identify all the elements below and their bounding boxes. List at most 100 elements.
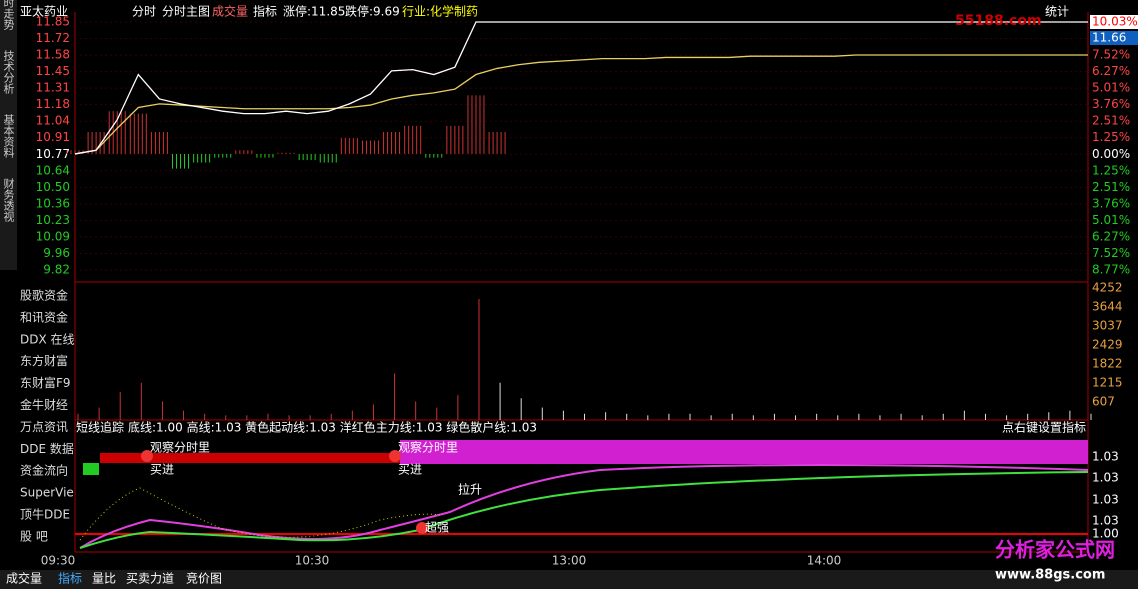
price-label: 11.85 — [36, 15, 70, 29]
side-tab[interactable]: 基本资料 — [2, 114, 15, 159]
indicator-label: 1.03 — [1092, 450, 1119, 464]
price-label: 10.23 — [36, 213, 70, 227]
price-label: 10.91 — [36, 130, 70, 144]
left-menu-item[interactable]: SuperVie — [20, 486, 74, 500]
time-label: 13:00 — [552, 554, 587, 568]
price-line — [74, 21, 1088, 155]
left-menu-item[interactable]: DDX 在线 — [20, 332, 75, 346]
indicator-hint: 点右键设置指标 — [1002, 420, 1086, 435]
left-menu-item[interactable]: 金牛财经 — [20, 397, 68, 412]
signal-strip — [83, 463, 99, 475]
start-line — [79, 487, 441, 541]
stats: 统计 — [1045, 5, 1069, 19]
header-item[interactable]: 分时主图 — [162, 5, 210, 19]
price-label: 10.36 — [36, 196, 70, 210]
left-menu-item[interactable]: 万点资讯 — [20, 420, 68, 434]
watermark: 分析家公式网 — [995, 538, 1115, 562]
price-label: 10.77 — [36, 147, 70, 161]
pct-label: 7.52% — [1092, 246, 1130, 260]
signal-strip — [100, 453, 400, 463]
header-item[interactable]: 指标 — [253, 4, 277, 19]
price-label: 11.31 — [36, 81, 70, 95]
indicator-note: 拉升 — [458, 482, 482, 497]
pct-label: 6.27% — [1092, 64, 1130, 78]
side-tab[interactable]: 技术分析 — [2, 50, 15, 95]
indicator-note: 买进 — [398, 463, 422, 477]
signal-icon — [141, 450, 153, 462]
price-label: 9.96 — [43, 246, 70, 260]
bottom-tab[interactable]: 买卖力道 — [126, 572, 174, 586]
indicator-label: 1.03 — [1092, 514, 1119, 528]
time-label: 10:30 — [295, 554, 330, 568]
pct-label: 5.01% — [1092, 213, 1130, 227]
signal-strip — [400, 440, 1088, 464]
indicator-label: 1.00 — [1092, 527, 1119, 541]
industry: 行业:化学制药 — [402, 4, 478, 19]
watermark: 55188.com — [955, 13, 1042, 29]
tab-bar — [0, 570, 1138, 589]
time-label: 09:30 — [41, 554, 76, 568]
price-label: 10.50 — [36, 180, 70, 194]
header-item[interactable]: 分时 — [132, 5, 156, 19]
volume-label: 3644 — [1092, 300, 1123, 314]
price-label: 11.72 — [36, 31, 70, 45]
volume-label: 3037 — [1092, 319, 1123, 333]
left-menu-item[interactable]: 和讯资金 — [20, 309, 68, 324]
price-label: 9.82 — [43, 263, 70, 277]
pct-label: 0.00% — [1092, 147, 1130, 161]
highlight — [1090, 15, 1138, 29]
price-label: 11.18 — [36, 97, 70, 111]
left-menu-item[interactable]: 资金流向 — [20, 463, 68, 478]
pct-label: 10.03% — [1092, 15, 1138, 29]
volume-label: 607 — [1092, 395, 1115, 409]
price-box — [1090, 31, 1138, 45]
price-label: 11.04 — [36, 114, 70, 128]
stock-name: 亚太药业 — [20, 4, 68, 19]
left-menu-item[interactable]: 东财富F9 — [20, 375, 71, 390]
bottom-tab[interactable]: 成交量 — [6, 571, 42, 586]
indicator-note: 超强 — [425, 520, 449, 535]
pct-label: 2.51% — [1092, 180, 1130, 194]
indicator-note: 买进 — [150, 463, 174, 477]
signal-icon — [389, 450, 401, 462]
volume-label: 1215 — [1092, 376, 1123, 390]
side-tab[interactable]: 分时走势 — [2, 0, 15, 30]
pct-label: 3.76% — [1092, 97, 1130, 111]
pct-label: 2.51% — [1092, 114, 1130, 128]
pct-label: 8.77% — [1092, 263, 1130, 277]
watermark: www.88gs.com — [995, 568, 1105, 583]
volume-label: 4252 — [1092, 281, 1123, 295]
indicator-label: 1.03 — [1092, 493, 1119, 507]
pct-label: 1.25% — [1092, 163, 1130, 177]
time-label: 14:00 — [807, 554, 842, 568]
pct-label: 6.27% — [1092, 229, 1130, 243]
left-menu-item[interactable]: 东方财富 — [20, 353, 68, 368]
volume-label: 1822 — [1092, 357, 1123, 371]
volume-label: 2429 — [1092, 338, 1123, 352]
indicator-label: 1.03 — [1092, 471, 1119, 485]
header-item[interactable]: 成交量 — [212, 4, 248, 19]
limit-up: 涨停:11.85 — [283, 4, 345, 19]
price-label: 10.09 — [36, 229, 70, 243]
price-label: 10.64 — [36, 163, 70, 177]
average-line — [74, 54, 1088, 155]
left-menu-item[interactable]: DDE 数据 — [20, 441, 74, 456]
indicator-note: 观察分时里 — [150, 441, 210, 455]
bottom-tab[interactable]: 竞价图 — [186, 572, 222, 586]
bottom-tab[interactable]: 指标 — [58, 571, 82, 586]
bottom-tab[interactable]: 量比 — [92, 572, 116, 586]
main-force-line — [79, 464, 1089, 549]
indicator-note: 观察分时里 — [398, 441, 458, 455]
price-label: 11.45 — [36, 64, 70, 78]
limit-down: 跌停:9.69 — [345, 4, 400, 19]
side-strip — [0, 0, 17, 270]
side-tab[interactable]: 财务透视 — [2, 177, 15, 222]
left-menu-item[interactable]: 股 吧 — [20, 529, 48, 543]
left-menu-item[interactable]: 股歌资金 — [20, 288, 68, 303]
price-label: 11.58 — [36, 48, 70, 62]
left-menu-item[interactable]: 顶牛DDE — [20, 507, 70, 522]
current-price: 11.66 — [1092, 31, 1126, 45]
